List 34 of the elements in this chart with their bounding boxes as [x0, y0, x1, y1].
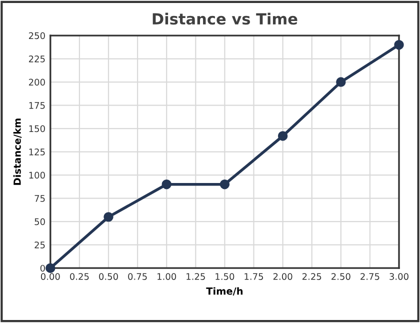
x-tick-label: 1.75 — [244, 273, 264, 280]
x-tick-label: 3.00 — [390, 273, 408, 280]
y-tick-label: 125 — [29, 148, 45, 156]
y-tick-label: 25 — [34, 242, 45, 248]
x-tick-label: 1.00 — [158, 273, 176, 280]
x-tick-label: 2.50 — [332, 273, 350, 280]
x-tick-label: 0.75 — [128, 273, 147, 280]
y-tick-label: 100 — [29, 172, 45, 179]
x-axis-title: Time/h — [206, 287, 243, 296]
x-tick-label: 0.50 — [99, 273, 118, 280]
y-tick-label: 50 — [34, 218, 45, 226]
y-tick-label: 75 — [34, 195, 45, 202]
chart-title: Distance vs Time — [152, 12, 298, 25]
x-tick-label: 1.25 — [186, 273, 205, 280]
y-tick-label: 150 — [29, 125, 45, 132]
y-tick-label: 0 — [40, 264, 45, 272]
y-tick-label: 175 — [29, 102, 45, 109]
x-tick-label: 2.00 — [273, 273, 292, 280]
x-tick-label: 0.25 — [70, 273, 89, 280]
y-axis-title: Distance/km — [13, 118, 22, 185]
point — [46, 263, 56, 273]
x-tick-label: 0.00 — [40, 273, 60, 280]
x-tick-label: 2.25 — [302, 273, 322, 280]
point — [394, 40, 404, 50]
y-tick-label: 250 — [28, 32, 45, 40]
point — [278, 131, 288, 141]
y-tick-label: 200 — [28, 78, 45, 86]
x-tick-label: 1.50 — [216, 273, 234, 280]
point — [336, 77, 346, 87]
x-tick-label: 2.75 — [360, 273, 380, 280]
point — [162, 180, 172, 190]
point — [220, 180, 230, 190]
y-tick-label: 225 — [28, 56, 45, 62]
point — [104, 212, 114, 222]
